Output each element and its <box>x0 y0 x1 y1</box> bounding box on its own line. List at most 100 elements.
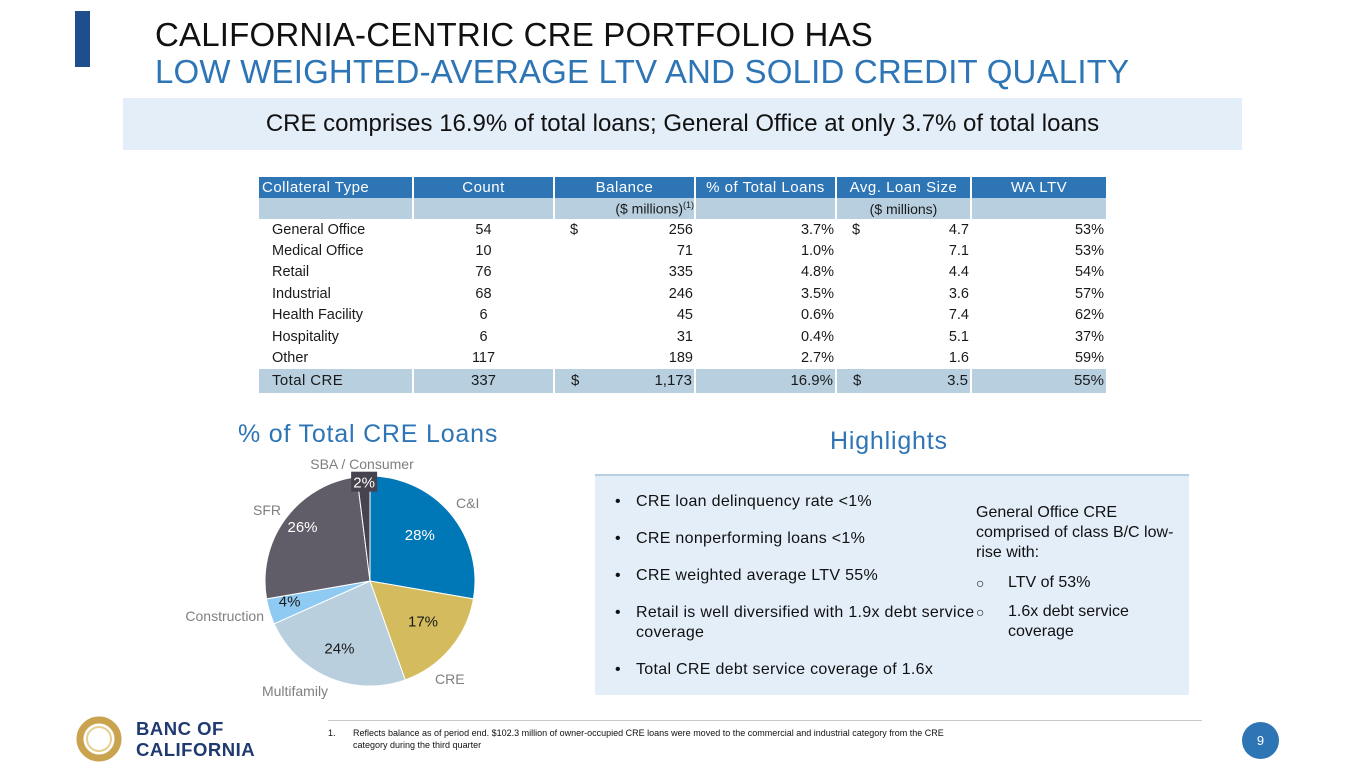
title-accent-bar <box>75 11 90 67</box>
page-subtitle: LOW WEIGHTED-AVERAGE LTV AND SOLID CREDI… <box>155 53 1130 90</box>
units-row: ($ millions)(1) ($ millions) <box>259 198 1106 219</box>
collateral-type: Medical Office <box>272 243 364 260</box>
balance-unit: ($ millions)(1) <box>554 198 696 219</box>
col-wa-ltv: WA LTV <box>971 177 1106 198</box>
wa-ltv: 53% <box>1074 221 1104 238</box>
pie-value-label-bg <box>351 471 378 492</box>
currency-symbol <box>556 350 570 366</box>
wa-ltv: 59% <box>1074 350 1104 367</box>
general-office-note: General Office CRE comprised of class B/… <box>976 503 1176 651</box>
highlights-title: Highlights <box>830 427 948 455</box>
currency-symbol <box>838 307 852 323</box>
balance-value: 246 <box>668 285 693 302</box>
count: 76 <box>475 264 492 281</box>
currency-symbol: $ <box>571 372 580 390</box>
total-pct: 16.9% <box>695 368 837 393</box>
count: 6 <box>479 307 488 324</box>
total-balance: $1,173 <box>554 368 696 393</box>
pct-total-loans: 4.8% <box>800 264 834 281</box>
key-message-banner: CRE comprises 16.9% of total loans; Gene… <box>123 98 1242 150</box>
wa-ltv: 62% <box>1074 307 1104 324</box>
pct-total-loans: 3.7% <box>800 221 834 238</box>
avg-loan-size-value: 4.4 <box>948 264 969 281</box>
pct-total-loans: 0.4% <box>800 328 834 345</box>
wa-ltv: 37% <box>1074 328 1104 345</box>
col-avg-loan: Avg. Loan Size <box>836 177 972 198</box>
pie-category-label: C&I <box>456 495 479 511</box>
pie-value-label: 17% <box>408 614 438 631</box>
avg-loan-size: 1.6 <box>836 347 971 368</box>
count: 6 <box>479 328 488 345</box>
currency-symbol <box>838 264 852 280</box>
logo-line-1: BANC OF <box>136 718 224 739</box>
currency-symbol <box>556 243 570 259</box>
count: 117 <box>471 350 496 367</box>
avg-loan-size-value: 7.4 <box>948 307 969 324</box>
col-count: Count <box>413 177 555 198</box>
highlight-item: CRE loan delinquency rate <1% <box>615 492 975 512</box>
balance: 246 <box>554 283 695 304</box>
highlight-item: Total CRE debt service coverage of 1.6x <box>615 660 975 680</box>
table-row: Medical Office 10 71 1.0% 7.1 53% <box>259 240 1106 261</box>
highlight-item: CRE nonperforming loans <1% <box>615 529 975 549</box>
col-balance: Balance <box>554 177 696 198</box>
pct-total-loans: 3.5% <box>800 285 834 302</box>
pie-slice-multifamily <box>273 580 406 687</box>
currency-symbol <box>838 329 852 345</box>
total-avg-loan-size-value: 3.5 <box>947 372 968 390</box>
wa-ltv: 53% <box>1074 243 1104 260</box>
collateral-type: Other <box>272 350 309 367</box>
balance-value: 31 <box>676 328 693 345</box>
table-header-row: Collateral Type Count Balance % of Total… <box>259 177 1106 198</box>
avg-loan-size: 5.1 <box>836 326 971 347</box>
pie-value-label: 28% <box>405 527 435 544</box>
banc-of-california-logo: BANC OF CALIFORNIA <box>75 714 265 764</box>
balance: 189 <box>554 347 695 368</box>
total-avg-loan-size: $3.5 <box>836 368 972 393</box>
pie-value-label: 24% <box>324 640 354 657</box>
balance-value: 335 <box>668 264 693 281</box>
wa-ltv: 54% <box>1074 264 1104 281</box>
col-pct-total: % of Total Loans <box>695 177 837 198</box>
currency-symbol <box>556 307 570 323</box>
balance-value: 71 <box>676 243 693 260</box>
col-collateral-type: Collateral Type <box>259 177 414 198</box>
currency-symbol <box>556 329 570 345</box>
balance: $256 <box>554 219 695 240</box>
cre-pie-chart: 28% C&I 17% CRE 24% Multifamily 4% Construction… <box>185 456 479 699</box>
table-row: Other 117 189 2.7% 1.6 59% <box>259 347 1106 368</box>
pct-total-loans: 0.6% <box>800 307 834 324</box>
count: 10 <box>475 243 492 260</box>
currency-symbol <box>556 286 570 302</box>
balance-value: 256 <box>668 221 693 238</box>
balance-value: 189 <box>668 350 693 367</box>
pie-slice-sfr <box>264 476 371 600</box>
pct-total-loans: 2.7% <box>800 350 834 367</box>
pct-total-loans: 1.0% <box>800 243 834 260</box>
balance: 45 <box>554 305 695 326</box>
avg-loan-size-value: 1.6 <box>948 350 969 367</box>
total-wa-ltv: 55% <box>971 368 1106 393</box>
logo-line-2: CALIFORNIA <box>136 739 256 760</box>
avg-loan-size-value: 5.1 <box>948 328 969 345</box>
currency-symbol <box>838 243 852 259</box>
total-balance-value: 1,173 <box>654 372 692 390</box>
avg-unit: ($ millions) <box>836 198 972 219</box>
avg-loan-size: 3.6 <box>836 283 971 304</box>
balance: 71 <box>554 240 695 261</box>
pie-value-label: 4% <box>279 593 301 610</box>
table-row: Health Facility 6 45 0.6% 7.4 62% <box>259 305 1106 326</box>
avg-loan-size-value: 3.6 <box>948 285 969 302</box>
balance-value: 45 <box>676 307 693 324</box>
table-row: Industrial 68 246 3.5% 3.6 57% <box>259 283 1106 304</box>
general-office-intro: General Office CRE comprised of class B/… <box>976 504 1174 561</box>
total-count: 337 <box>413 368 555 393</box>
balance: 335 <box>554 262 695 283</box>
avg-loan-size: 7.4 <box>836 305 971 326</box>
pie-slice-c-i <box>369 475 476 600</box>
collateral-type: General Office <box>272 221 366 238</box>
pie-value-label: 2% <box>353 475 375 492</box>
general-office-item: 1.6x debt service coverage <box>976 602 1176 642</box>
footnote-number: 1. <box>328 728 336 738</box>
highlights-box: CRE loan delinquency rate <1% CRE nonperf… <box>595 474 1189 695</box>
